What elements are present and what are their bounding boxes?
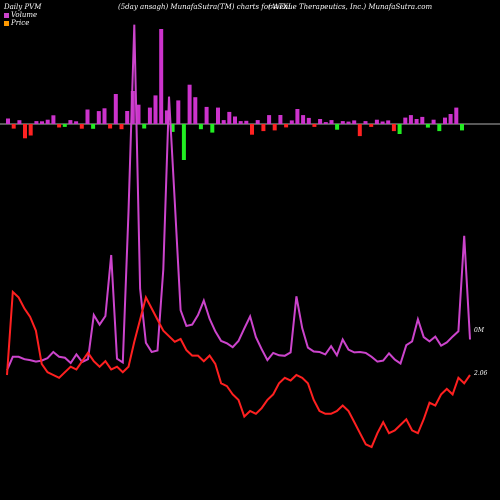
volume-bar (278, 115, 283, 124)
volume-bar (91, 124, 96, 129)
volume-bar (102, 108, 107, 124)
volume-bar (181, 124, 186, 160)
volume-bar (153, 95, 158, 124)
legend-price-label: Price (11, 19, 30, 27)
volume-bar (448, 114, 453, 124)
volume-bar (380, 121, 385, 124)
volume-bar (23, 124, 27, 139)
volume-bar (74, 121, 79, 124)
volume-bar (301, 115, 306, 124)
volume-bar (284, 124, 289, 128)
volume-bar (238, 121, 243, 124)
volume-bar (159, 29, 164, 124)
volume-bar (340, 121, 345, 124)
header-left-text: Daily PVM (4, 3, 42, 11)
volume-bar (108, 124, 113, 129)
volume-bar (130, 91, 135, 124)
volume-bar (113, 94, 118, 124)
legend-price: Price (4, 19, 29, 27)
volume-bar (386, 120, 391, 124)
volume-bar (397, 124, 402, 134)
volume-bar (233, 116, 237, 124)
volume-bar (425, 124, 430, 128)
volume-bar (318, 119, 323, 124)
volume-bar (335, 124, 340, 130)
price-line (6, 289, 471, 449)
volume-bar (57, 124, 62, 128)
volume-bar (147, 107, 152, 124)
volume-bar (198, 124, 203, 130)
volume-bar (40, 121, 44, 124)
volume-bar (244, 120, 249, 124)
volume-bar (170, 124, 175, 132)
volume-bar (420, 116, 425, 124)
volume-bar (96, 111, 101, 124)
volume-bar (323, 122, 328, 124)
price-value-label: 2.06 (473, 370, 488, 377)
volume-bar (255, 120, 260, 124)
volume-bar (216, 107, 220, 124)
volume-bar (306, 117, 311, 124)
volume-bar (267, 115, 272, 124)
header-title: (5day ansagh) MunafaSutra(TM) charts for… (118, 3, 291, 11)
volume-bar (443, 117, 447, 124)
volume-bar (357, 124, 362, 137)
legend-volume-label: Volume (11, 11, 38, 19)
volume-bar (403, 117, 408, 124)
volume-value-label: 0M (474, 327, 485, 334)
volume-bar (408, 115, 413, 124)
volume-bar (363, 121, 368, 124)
volume-bar (289, 120, 294, 124)
volume-bar (68, 120, 73, 124)
volume-bar (119, 124, 124, 130)
volume-bar (460, 124, 464, 131)
volume-bar (210, 124, 215, 133)
volume-bar (352, 120, 357, 124)
volume-bar (431, 119, 436, 124)
volume-bar (51, 115, 56, 124)
volume-bar (187, 84, 192, 124)
volume-bar (329, 120, 334, 124)
volume-line (6, 24, 471, 371)
volume-bar (11, 124, 16, 129)
volume-bar (125, 111, 130, 124)
volume-bar (204, 106, 209, 124)
volume-bar (312, 124, 317, 127)
header-right-text: (Avenue Therapeutics, Inc.) MunafaSutra.… (268, 3, 433, 11)
volume-bar (45, 119, 50, 124)
volume-bar (391, 124, 396, 132)
volume-bar (142, 124, 147, 129)
volume-bar (62, 124, 67, 127)
volume-bar (374, 119, 379, 124)
volume-bar (17, 120, 22, 124)
volume-bar (454, 107, 459, 124)
volume-bars (6, 29, 464, 160)
volume-bar (136, 104, 141, 124)
legend-price-swatch (4, 20, 9, 26)
volume-bar (369, 124, 374, 127)
volume-bar (193, 97, 198, 124)
volume-bar (272, 124, 277, 131)
volume-bar (176, 100, 181, 124)
volume-bar (85, 109, 90, 124)
volume-bar (28, 124, 33, 136)
volume-bar (295, 109, 300, 124)
volume-bar (164, 110, 169, 124)
volume-bar (6, 118, 10, 124)
volume-bar (261, 124, 266, 132)
volume-bar (437, 124, 442, 132)
volume-bar (346, 121, 351, 124)
volume-bar (227, 111, 232, 124)
legend-volume-swatch (4, 12, 9, 18)
volume-bar (221, 120, 226, 124)
volume-bar (34, 121, 39, 124)
legend-volume: Volume (4, 11, 37, 19)
volume-bar (250, 124, 254, 135)
volume-bar (414, 119, 419, 124)
volume-bar (79, 124, 84, 129)
